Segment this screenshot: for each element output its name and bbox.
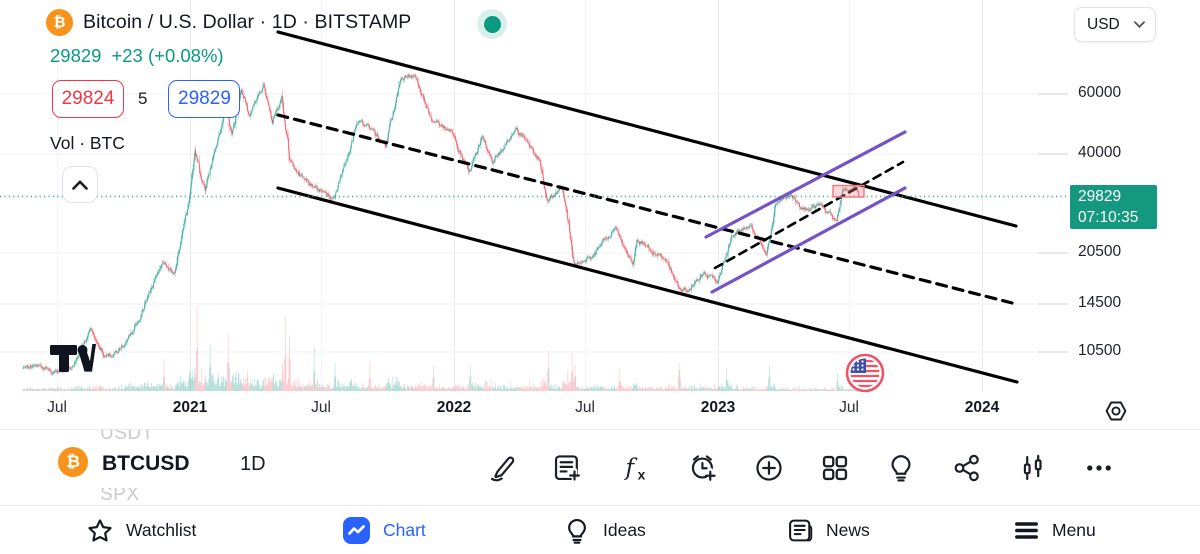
volume-legend: Vol · BTC [50,133,125,153]
nav-item-menu[interactable]: Menu [1013,506,1096,554]
bid-ask-row: 29824 5 29829 [52,80,241,118]
badge-countdown: 07:10:35 [1078,208,1139,226]
star-icon [88,518,112,542]
layouts-grid-icon[interactable] [818,451,852,485]
ghost-ticker-spx: SPX [100,484,140,505]
y-axis-label: 20500 [1078,243,1122,260]
y-axis-label: 10500 [1078,342,1122,359]
news-icon [789,519,813,542]
bitcoin-icon: ₿ [46,9,73,36]
menu-icon [1015,522,1038,539]
bottom-nav: Watchlist Chart Ideas [0,505,1200,554]
ask-button[interactable]: 29829 [168,80,241,118]
nav-label: Watchlist [126,520,197,540]
badge-price: 29829 [1078,188,1122,205]
axis-settings-icon[interactable] [1102,397,1130,425]
currency-select[interactable]: USD [1074,7,1156,42]
idea-bulb-icon[interactable] [884,451,918,485]
last-price: 29829 [50,45,102,66]
more-ellipsis-icon[interactable] [1082,451,1116,485]
alert-plus-icon[interactable] [686,451,720,485]
interval-button[interactable]: 1D [240,453,266,475]
add-circle-icon[interactable] [752,451,786,485]
collapse-panel-button[interactable] [62,166,98,203]
x-axis-label: 2022 [436,399,472,416]
bulb-icon [568,518,586,544]
nav-label: Chart [383,520,426,540]
time-axis[interactable]: Jul 2021 Jul 2022 Jul 2023 Jul 2024 [0,393,1200,430]
rising-channel-median [713,160,905,270]
spread-value: 5 [138,89,148,108]
page-title: Bitcoin / U.S. Dollar · 1D · BITSTAMP [83,11,412,33]
symbol-header[interactable]: ₿ Bitcoin / U.S. Dollar · 1D · BITSTAMP [46,9,411,36]
chart-objects-icon[interactable] [1016,451,1050,485]
bid-button[interactable]: 29824 [52,80,124,118]
bitcoin-icon: ₿ [58,447,88,477]
svg-text:x: x [638,467,646,483]
y-axis-label: 14500 [1078,294,1122,311]
x-axis-label: Jul [839,399,859,416]
live-status-icon [483,15,501,33]
note-plus-icon[interactable] [550,451,584,485]
symbol-name[interactable]: BTCUSD [102,452,190,475]
nav-label: News [826,520,870,540]
symbol-toolbar: ₿ BTCUSD 1D f x [0,441,1200,488]
svg-text:f: f [623,455,637,481]
descending-channel-bottom [276,186,1019,384]
nav-item-news[interactable]: News [787,506,870,554]
x-axis-label: 2024 [964,399,1000,416]
price-change: +23 (+0.08%) [111,45,224,66]
x-axis-label: 2023 [700,399,736,416]
currency-value: USD [1087,15,1120,33]
x-axis-label: Jul [47,399,67,416]
rising-channel-top [704,130,907,239]
chevron-up-icon [72,179,88,190]
y-axis-label: 60000 [1078,84,1122,101]
tradingview-logo-icon [50,344,97,372]
nav-label: Menu [1052,520,1096,540]
marker-box [832,184,865,198]
x-axis-label: Jul [575,399,595,416]
x-axis-label: 2021 [172,399,208,416]
us-flag-icon[interactable] [845,353,885,393]
nav-item-chart[interactable]: Chart [342,506,426,554]
indicators-fx-icon[interactable]: f x [620,451,654,485]
x-axis-label: Jul [311,399,331,416]
current-price-badge: 29829 07:10:35 [1070,185,1157,229]
chart-icon [343,517,370,544]
rising-channel-bottom [710,186,907,294]
nav-item-ideas[interactable]: Ideas [563,506,646,554]
chevron-down-icon [1134,21,1145,28]
y-axis-label: 40000 [1078,144,1122,161]
share-icon[interactable] [950,451,984,485]
nav-label: Ideas [603,520,646,540]
price-change-row: 29829 +23 (+0.08%) [50,45,224,67]
draw-pen-icon[interactable] [486,451,520,485]
price-chart[interactable] [0,0,1200,393]
descending-channel-median [276,113,1014,305]
nav-item-watchlist[interactable]: Watchlist [86,506,196,554]
